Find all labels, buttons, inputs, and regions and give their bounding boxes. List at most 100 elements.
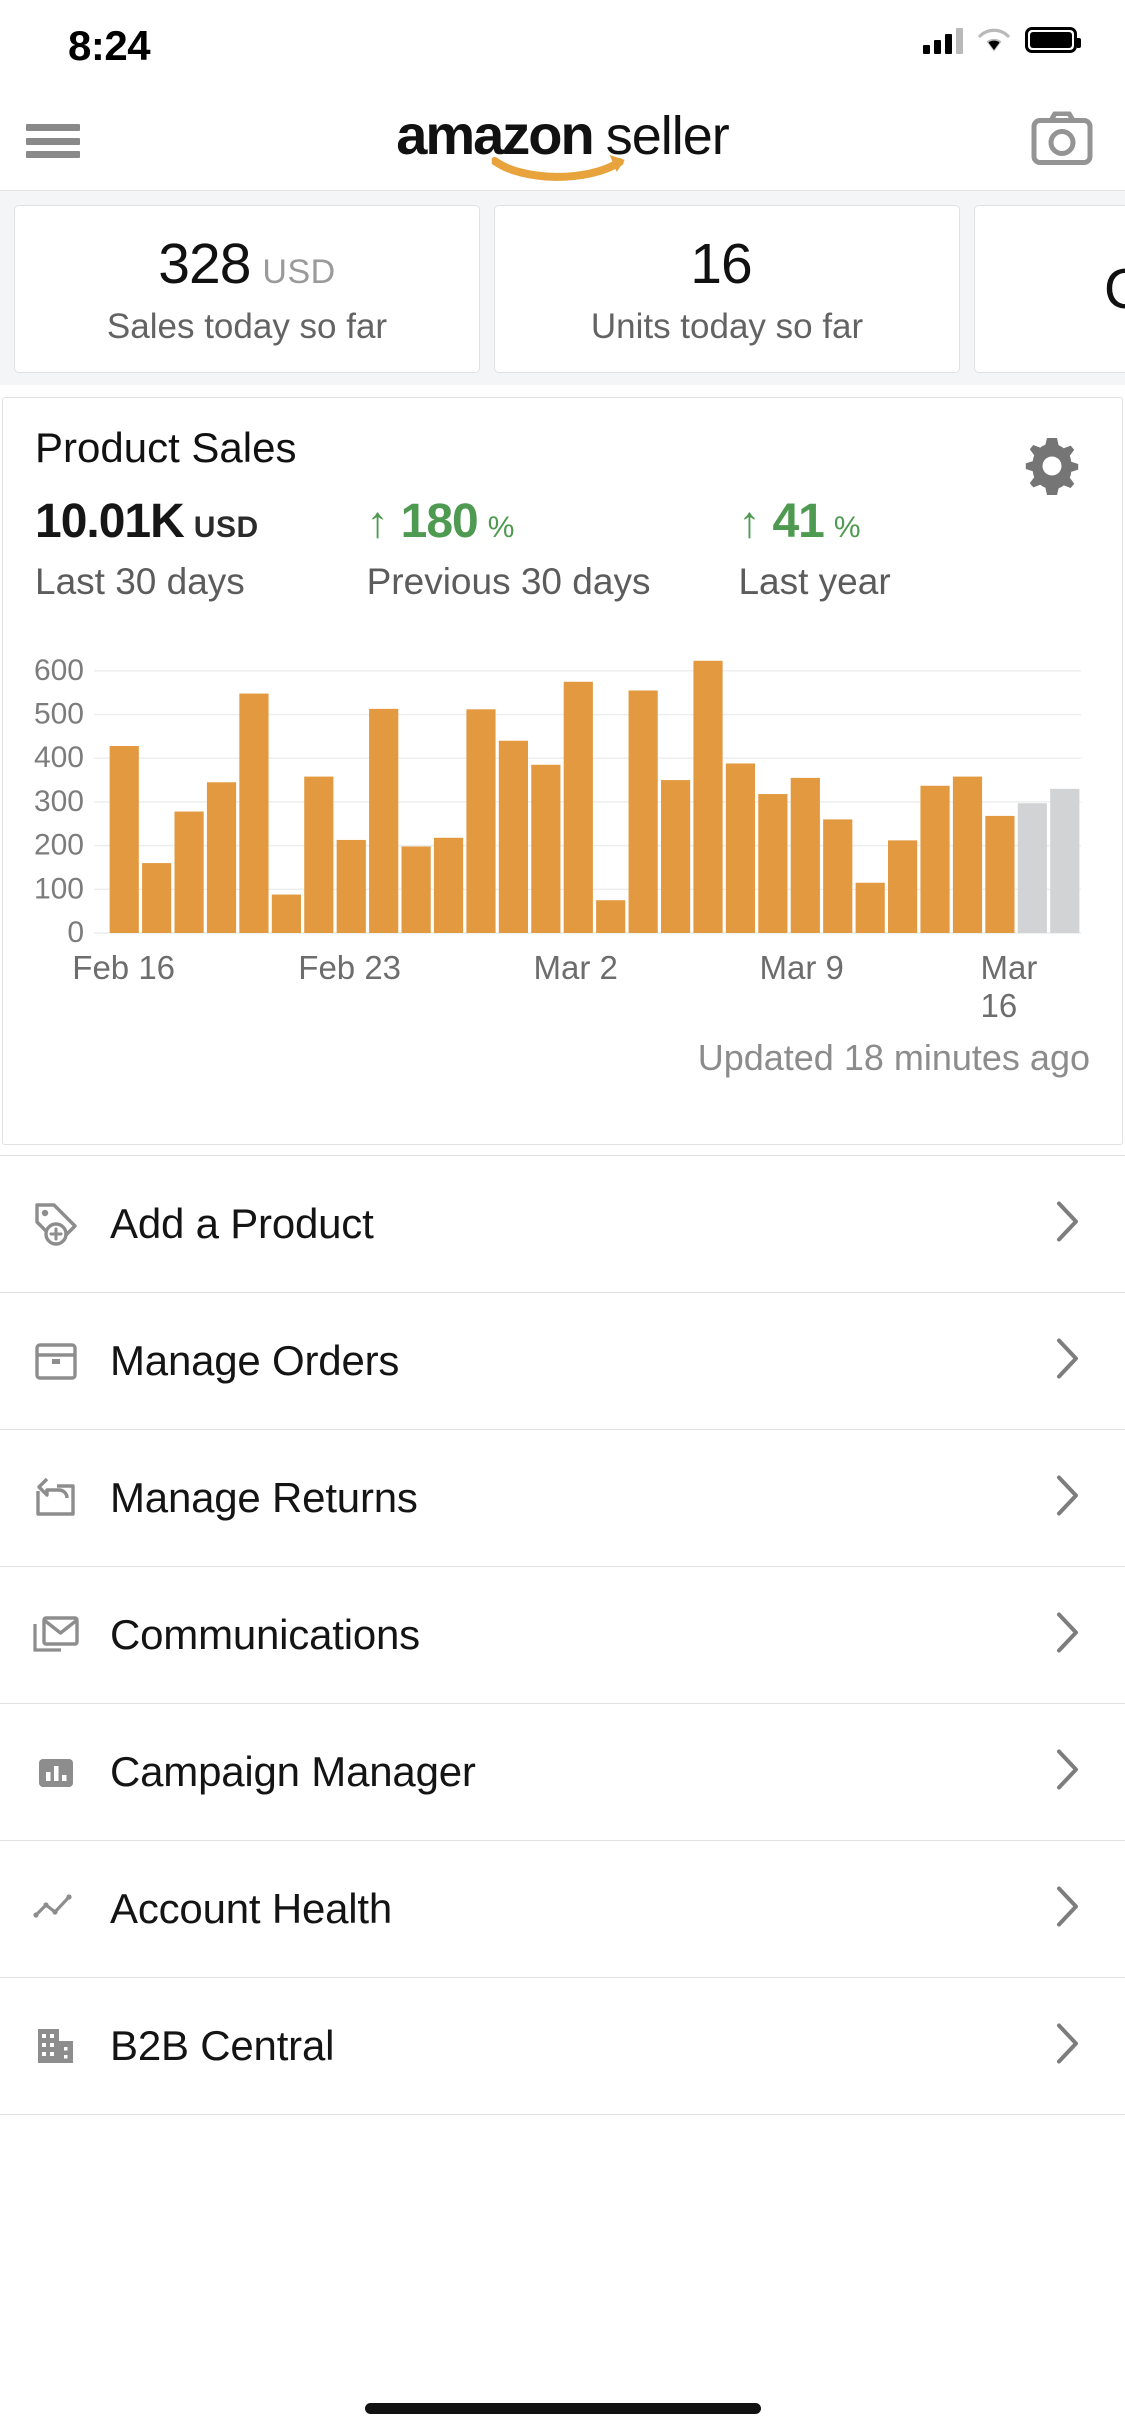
trend-up-icon: ↑ [366,498,389,547]
chart-y-tick-label: 300 [34,785,84,818]
battery-icon [1025,27,1081,53]
chart-bar[interactable] [758,794,788,933]
stat-label: Previous 30 days [366,561,651,602]
menu-item-manage-returns[interactable]: Manage Returns [0,1430,1125,1567]
menu-item-add-a-product[interactable]: Add a Product [0,1156,1125,1293]
status-bar: 8:24 [0,0,1125,92]
chart-bar[interactable] [109,746,139,933]
metric-value: 328 [158,232,251,296]
building-icon [30,2020,82,2072]
chart-x-tick-label: Feb 23 [298,949,402,986]
chart-bar[interactable] [369,708,399,933]
chart-bar[interactable] [174,811,204,933]
chart-bar[interactable] [628,690,658,933]
chart-bar[interactable] [823,819,853,933]
menu-item-campaign-manager[interactable]: Campaign Manager [0,1704,1125,1841]
chart-bar[interactable] [790,777,820,933]
chart-bar[interactable] [466,709,496,933]
chart-bar[interactable] [660,780,691,933]
envelope-icon [30,1609,82,1661]
chevron-right-icon [1055,1611,1081,1660]
chart-bar[interactable] [304,776,334,933]
metric-cards-strip[interactable]: 328 USD Sales today so far 16 Units toda… [0,190,1125,385]
chart-bar[interactable] [239,693,269,933]
chart-bar[interactable] [725,763,756,933]
chart-bar[interactable] [985,815,1015,933]
metric-card-units-today[interactable]: 16 Units today so far [494,205,960,373]
menu-item-label: Account Health [110,1885,393,1932]
amazon-smile-icon [490,155,625,181]
chart-bar[interactable] [952,776,983,933]
updated-timestamp: Updated 18 minutes ago [697,1037,1090,1078]
chart-bar[interactable] [401,846,431,933]
chart-x-tick-label: Mar 9 [759,949,844,986]
trend-up-icon: ↑ [738,498,761,547]
hamburger-menu-icon[interactable] [26,119,80,163]
chart-bar[interactable] [920,785,950,933]
menu-item-manage-orders[interactable]: Manage Orders [0,1293,1125,1430]
home-indicator [364,2403,761,2414]
chart-bar[interactable] [498,740,529,933]
stat-unit: % [833,511,862,544]
metric-value: C [1104,256,1125,322]
metric-value: 16 [690,232,752,296]
product-sales-stats: 10.01K USD Last 30 days ↑ 180 % Previous… [3,472,1122,603]
metric-label: Sales today so far [106,307,388,346]
product-sales-card: Product Sales 10.01K USD Last 30 days ↑ … [2,397,1123,1145]
chart-y-tick-label: 0 [67,916,84,943]
chart-bar[interactable] [888,840,918,933]
chart-y-tick-label: 400 [34,741,84,774]
chart-bar[interactable] [1017,803,1047,933]
chart-bar[interactable] [142,863,172,933]
box-icon [30,1335,82,1387]
menu-item-label: Communications [110,1611,420,1658]
chart-bar[interactable] [693,660,723,933]
menu-item-label: Manage Returns [110,1474,418,1521]
amazon-seller-logo: amazon seller [396,102,730,188]
bar-chart-icon [30,1746,82,1798]
chart-x-tick-label: Feb 16 [72,949,176,986]
tag-plus-icon [30,1198,82,1250]
chart-bar[interactable] [531,764,561,933]
chart-x-tick-label: Mar 2 [533,949,618,986]
chart-bar[interactable] [271,894,301,933]
menu-item-label: Manage Orders [110,1337,400,1384]
menu-item-label: B2B Central [110,2022,335,2069]
chart-bar[interactable] [596,900,626,933]
chart-bar[interactable] [563,681,593,933]
chart-bar[interactable] [206,782,237,933]
product-sales-bar-chart[interactable]: 0 100 200 300 400 500 600 [3,643,1122,949]
chart-bar[interactable] [433,837,464,933]
metric-label: Units today so far [590,307,864,346]
bar-chart-svg: 0 100 200 300 400 500 600 [34,654,1081,949]
chart-bar[interactable] [1050,788,1080,933]
line-chart-icon [30,1883,82,1935]
metric-card-sales-today[interactable]: 328 USD Sales today so far [14,205,480,373]
stat-value: 41 [772,495,824,548]
gear-icon[interactable] [1020,434,1084,503]
stat-unit: % [487,511,515,544]
menu-item-label: Campaign Manager [110,1748,476,1795]
brand-amazon-text: amazon [396,103,594,166]
brand-seller-text: seller [605,106,730,166]
chart-bar[interactable] [855,882,885,933]
product-sales-title: Product Sales [35,424,297,471]
chart-x-axis-labels: Feb 16 Feb 23 Mar 2 Mar 9 Mar 16 [3,949,1122,1024]
stat-unit: USD [193,511,259,544]
app-header: amazon seller [0,92,1125,190]
chevron-right-icon [1055,1337,1081,1386]
chart-bar[interactable] [336,839,366,933]
camera-icon[interactable] [1031,111,1093,171]
chevron-right-icon [1055,1748,1081,1797]
cellular-signal-icon [923,26,963,54]
chart-x-tick-label: Mar 16 [980,949,1038,1024]
menu-item-communications[interactable]: Communications [0,1567,1125,1704]
status-bar-indicators [923,26,1081,54]
chart-y-tick-label: 200 [34,829,84,862]
menu-item-b2b-central[interactable]: B2B Central [0,1978,1125,2115]
metric-card-partial[interactable]: C [974,205,1125,373]
return-box-icon [30,1472,82,1524]
chevron-right-icon [1055,1474,1081,1523]
menu-item-account-health[interactable]: Account Health [0,1841,1125,1978]
chart-y-tick-label: 600 [34,654,84,687]
